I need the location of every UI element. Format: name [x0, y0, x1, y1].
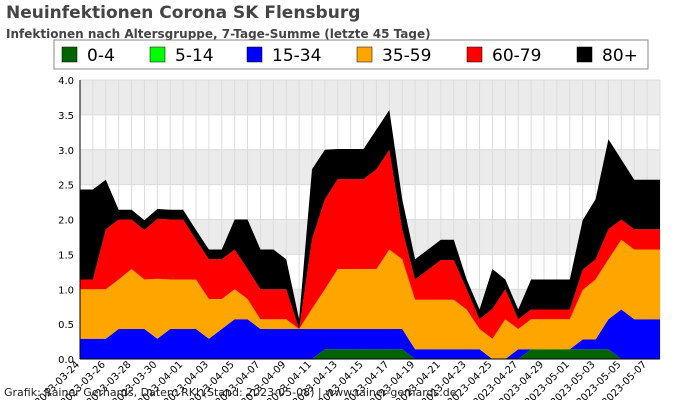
legend-label-80+: 80+: [602, 46, 638, 66]
legend-swatch-80+: [576, 46, 593, 63]
y-tick-label: 0.5: [58, 320, 74, 331]
chart-title: Neuinfektionen Corona SK Flensburg: [6, 3, 361, 23]
footer-credit: Grafik: Rainer Gerhards, Daten: RKI (Sta…: [4, 386, 457, 399]
y-tick-label: 3.5: [58, 111, 74, 122]
y-tick-label: 0.0: [58, 355, 74, 366]
y-tick-label: 2.5: [58, 181, 74, 192]
legend-box: [53, 39, 649, 70]
legend-label-15-34: 15-34: [272, 46, 321, 66]
legend-label-5-14: 5-14: [175, 46, 214, 66]
legend-swatch-60-79: [466, 46, 483, 63]
y-tick-label: 4.0: [58, 76, 74, 87]
legend-label-60-79: 60-79: [492, 46, 541, 66]
y-tick-label: 3.0: [58, 146, 74, 157]
y-tick-label: 1.0: [58, 285, 74, 296]
area-series-60-79: [80, 149, 660, 339]
area-series-35-59: [80, 239, 660, 359]
legend-swatch-0-4: [61, 46, 78, 63]
legend-swatch-15-34: [246, 46, 263, 63]
y-tick-label: 1.5: [58, 250, 74, 261]
chart-subtitle: Infektionen nach Altersgruppe, 7-Tage-Su…: [6, 27, 431, 41]
legend-swatch-5-14: [149, 46, 166, 63]
area-series-15-34: [80, 309, 660, 359]
legend-swatch-35-59: [356, 46, 373, 63]
y-tick-label: 2.0: [58, 216, 74, 227]
legend-label-35-59: 35-59: [382, 46, 431, 66]
area-series-80+: [80, 109, 660, 330]
area-series-0-4: [80, 349, 660, 359]
grid-band: [80, 80, 660, 115]
legend-label-0-4: 0-4: [87, 46, 115, 66]
